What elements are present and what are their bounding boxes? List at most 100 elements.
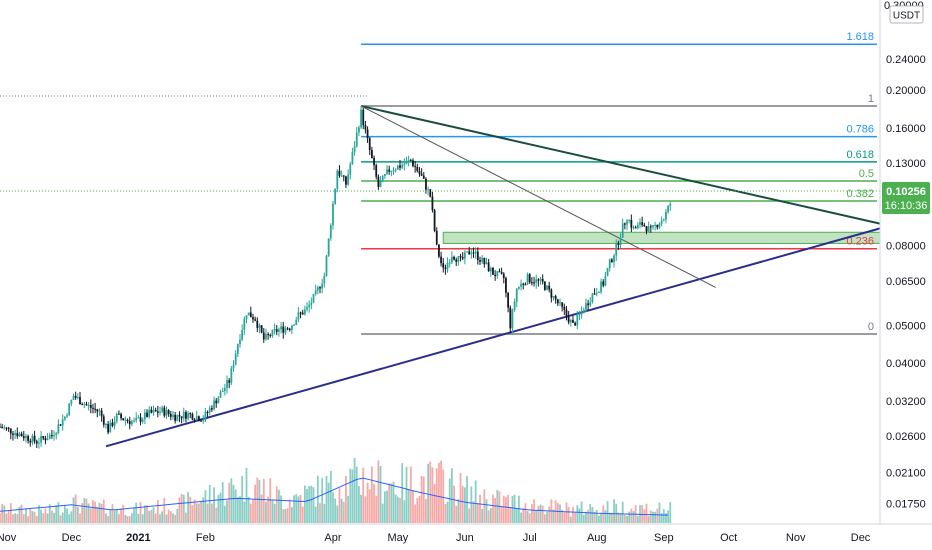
candle-body xyxy=(113,421,116,426)
candle-body xyxy=(109,422,112,433)
candle-body xyxy=(621,223,624,238)
candle-body xyxy=(1,426,4,429)
volume-bar xyxy=(5,513,8,523)
candle-body xyxy=(455,259,458,262)
volume-bar xyxy=(403,500,406,523)
volume-bar xyxy=(27,516,30,523)
volume-bar xyxy=(133,507,135,523)
candle-body xyxy=(275,329,278,332)
volume-bar xyxy=(388,483,391,523)
volume-bar xyxy=(195,503,198,523)
volume-bar xyxy=(297,496,300,523)
volume-bar xyxy=(375,495,378,523)
trendlines[interactable] xyxy=(105,105,881,448)
fib-level-label: 0.236 xyxy=(846,236,874,248)
candle-body xyxy=(388,169,391,172)
candle-body xyxy=(269,334,272,336)
candle-body xyxy=(31,435,34,443)
candle-body xyxy=(613,255,615,262)
fibonacci-retracement[interactable]: 1.618 1 0.786 0.618 0.5 0.382 0.236 0 xyxy=(361,31,877,335)
volume-bar xyxy=(595,509,598,523)
candle-body xyxy=(332,204,334,226)
volume-bar xyxy=(139,502,142,523)
candle-body xyxy=(615,243,618,256)
support-zone-layer[interactable] xyxy=(442,231,881,244)
candle-body xyxy=(42,436,45,439)
candle-body xyxy=(522,283,525,285)
volume-bar xyxy=(368,489,371,523)
volume-bar xyxy=(25,508,27,523)
candle-body xyxy=(239,339,241,345)
volume-bar xyxy=(68,514,71,523)
volume-bar xyxy=(87,503,90,523)
candle-body xyxy=(524,284,527,286)
candle-body xyxy=(379,181,382,188)
volume-bar xyxy=(632,511,635,523)
volume-bar xyxy=(405,466,408,523)
candle-body xyxy=(634,227,637,229)
volume-bar xyxy=(137,513,140,523)
candle-body xyxy=(401,164,404,168)
volume-bar xyxy=(442,469,445,523)
volume-bar xyxy=(217,494,220,523)
candle-body xyxy=(593,293,596,295)
candle-body xyxy=(174,414,177,421)
volume-bar xyxy=(626,516,628,523)
candle-body xyxy=(347,174,350,185)
volume-bar xyxy=(191,505,194,523)
time-tick-label: Dec xyxy=(62,532,82,544)
volume-bar xyxy=(585,511,587,523)
candle-body xyxy=(652,225,654,228)
candle-body xyxy=(479,260,481,262)
candle-body xyxy=(98,410,101,412)
candle-body xyxy=(329,225,332,239)
candle-body xyxy=(487,262,490,272)
volume-bar xyxy=(379,466,382,523)
candle-body xyxy=(647,226,650,232)
candle-body xyxy=(658,223,661,228)
volume-bar xyxy=(546,511,548,523)
time-scale[interactable] xyxy=(0,524,932,550)
candle-body xyxy=(572,319,574,323)
volume-bar xyxy=(89,508,92,523)
volume-bar xyxy=(591,507,594,523)
candle-body xyxy=(569,319,572,323)
volume-bar xyxy=(221,482,224,523)
volume-bar xyxy=(282,509,285,523)
candle-body xyxy=(340,175,343,177)
volume-bar xyxy=(513,494,516,523)
volume-bar xyxy=(407,489,410,523)
volume-bar xyxy=(303,485,306,523)
candle-body xyxy=(25,435,27,439)
candle-body xyxy=(623,223,626,225)
time-tick-label: Jul xyxy=(523,532,537,544)
volume-bar xyxy=(569,516,572,523)
candle-body xyxy=(665,211,667,220)
candle-body xyxy=(161,407,164,412)
candle-body xyxy=(191,413,194,420)
candle-body xyxy=(96,409,99,412)
candle-body xyxy=(178,415,181,417)
volume-bar xyxy=(262,478,265,523)
trendline xyxy=(360,105,881,225)
volume-bar xyxy=(265,501,267,523)
candle-body xyxy=(55,432,58,436)
currency-badge[interactable]: USDT xyxy=(889,5,924,24)
volume-bar xyxy=(7,509,10,523)
candle-body xyxy=(582,311,585,313)
volume-bar xyxy=(243,501,246,523)
candle-body xyxy=(427,189,430,191)
price-scale[interactable] xyxy=(880,0,932,524)
price-tick-label: 0.24000 xyxy=(886,54,926,66)
candle-body xyxy=(141,419,144,422)
volume-bar xyxy=(122,504,125,523)
volume-bar xyxy=(457,499,460,523)
volume-bar xyxy=(167,509,170,523)
volume-bar xyxy=(455,505,458,523)
volume-bar xyxy=(273,503,276,523)
volume-bar xyxy=(360,494,362,523)
volume-bar xyxy=(425,498,427,523)
candle-body xyxy=(146,412,148,417)
candle-body xyxy=(383,174,386,177)
